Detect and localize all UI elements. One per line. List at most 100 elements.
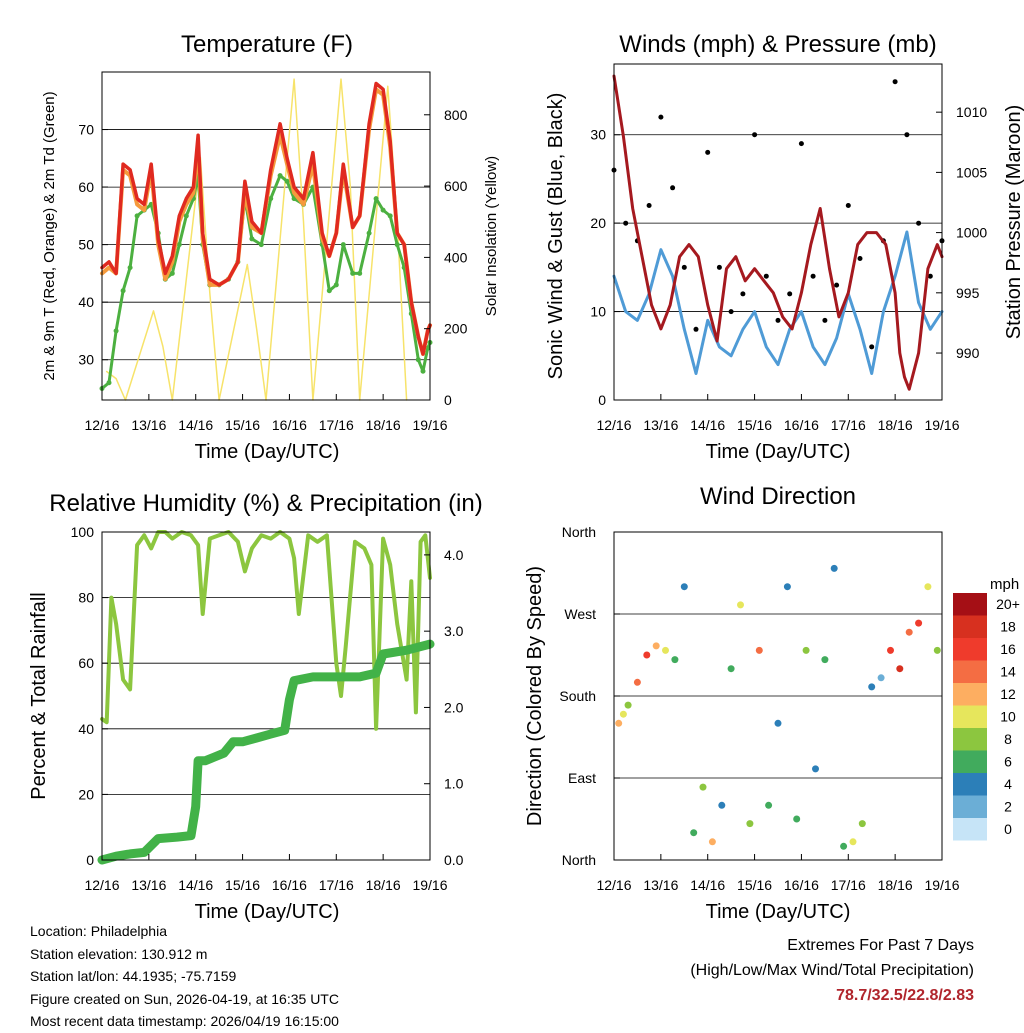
dewpoint-point [183, 213, 189, 219]
colorbar-label: 8 [1004, 731, 1012, 747]
direction-point [755, 646, 763, 654]
wind-y-label: Sonic Wind & Gust (Blue, Black) [545, 93, 567, 380]
y2-tick-label: 200 [444, 321, 468, 337]
direction-point [699, 783, 707, 791]
colorbar-label: 6 [1004, 754, 1012, 770]
direction-point [737, 601, 744, 609]
y-tick-label: 30 [590, 127, 606, 143]
x-tick-label: 16/16 [272, 417, 307, 433]
y-tick-label: 80 [78, 590, 94, 606]
direction-point [619, 710, 627, 718]
temperature-y-label: 2m & 9m T (Red, Orange) & 2m Td (Green) [41, 91, 58, 380]
gust-point [705, 149, 711, 155]
station-elevation: Station elevation: 130.912 m [30, 945, 208, 962]
gust-point [916, 220, 922, 226]
direction-point [783, 583, 791, 591]
y-tick-label: 20 [78, 786, 94, 802]
solar-insolation-line [105, 78, 408, 401]
gust-point [892, 79, 898, 85]
direction-point [896, 665, 904, 673]
colorbar-label: 10 [1000, 709, 1016, 725]
y-tick-label: 0 [86, 852, 94, 868]
x-tick-label: 17/16 [831, 417, 866, 433]
extremes-subtitle: (High/Low/Max Wind/Total Precipitation) [690, 962, 974, 979]
direction-title: Wind Direction [700, 483, 856, 510]
humidity-plot-frame [101, 531, 431, 861]
x-tick-label: 14/16 [178, 417, 213, 433]
gust-point [857, 256, 863, 261]
x-tick-label: 13/16 [643, 417, 678, 433]
sonic-wind-line [612, 230, 944, 375]
y-tick-label: East [568, 770, 596, 786]
direction-point [633, 678, 641, 686]
dewpoint-point [249, 236, 255, 242]
y-tick-label: 60 [78, 179, 94, 195]
dewpoint-point [373, 196, 379, 202]
temperature-left-ticks: 30 40 50 60 70 [78, 122, 108, 368]
y2-tick-label: 600 [444, 178, 468, 194]
humidity-y-label: Percent & Total Rainfall [28, 592, 50, 800]
y-tick-label: 70 [78, 122, 94, 138]
x-tick-label: 17/16 [831, 877, 866, 893]
x-tick-label: 19/16 [412, 417, 447, 433]
x-tick-label: 12/16 [596, 877, 631, 893]
direction-point [643, 651, 651, 659]
dewpoint-point [258, 242, 264, 248]
gust-point [869, 344, 875, 350]
temperature-panel: Temperature (F) 12/16 13/16 14/16 15/16 16/1… [41, 31, 500, 463]
colorbar-label: 4 [1004, 776, 1012, 792]
wind-series [611, 74, 945, 391]
colorbar-swatch [953, 773, 987, 796]
direction-point [662, 646, 669, 654]
direction-y-label: Direction (Colored By Speed) [524, 566, 546, 826]
temperature-title: Temperature (F) [181, 31, 353, 58]
dewpoint-point [420, 368, 426, 374]
extremes-box: Extremes For Past 7 Days (High/Low/Max W… [690, 933, 974, 1008]
dewpoint-point [106, 380, 112, 386]
direction-point [727, 665, 735, 673]
x-tick-label: 16/16 [784, 417, 819, 433]
recent-timestamp: Most recent data timestamp: 2026/04/19 1… [30, 1013, 339, 1029]
direction-point [690, 829, 698, 837]
station-info: Location: Philadelphia Station elevation… [30, 920, 339, 1033]
y2-tick-label: 3.0 [444, 623, 464, 639]
direction-point [933, 646, 941, 654]
dewpoint-point [387, 213, 393, 219]
colorbar-unit: mph [990, 576, 1019, 593]
x-tick-label: 19/16 [924, 417, 959, 433]
direction-point [774, 719, 782, 727]
y-tick-label: 50 [78, 237, 94, 253]
dewpoint-point [284, 178, 290, 184]
x-tick-label: 12/16 [596, 417, 631, 433]
x-tick-label: 13/16 [131, 877, 166, 893]
direction-point [802, 646, 810, 654]
station-latlon: Station lat/lon: 44.1935; -75.7159 [30, 968, 237, 984]
colorbar-label: 0 [1004, 821, 1012, 837]
colorbar-swatch [953, 638, 987, 661]
precipitation-line [97, 639, 435, 865]
y-tick-label: 10 [590, 304, 606, 320]
y2-tick-label: 995 [956, 285, 980, 301]
direction-point [718, 801, 726, 809]
direction-point [905, 628, 913, 636]
temperature-x-ticks: 12/16 13/16 14/16 15/16 16/16 17/16 18/16 19/16 [84, 394, 448, 433]
gust-point [775, 317, 781, 323]
x-tick-label: 12/16 [84, 877, 119, 893]
y2-tick-label: 990 [956, 345, 980, 361]
x-tick-label: 15/16 [737, 877, 772, 893]
y-tick-label: 40 [78, 294, 94, 310]
direction-point [821, 656, 829, 664]
wind-x-label: Time (Day/UTC) [706, 441, 851, 463]
gust-point [670, 185, 676, 191]
colorbar-label: 20+ [996, 596, 1020, 612]
humidity-x-label: Time (Day/UTC) [195, 901, 340, 923]
gust-point [834, 282, 840, 288]
colorbar-swatch [953, 795, 987, 818]
station-location: Location: Philadelphia [30, 923, 167, 939]
direction-point [849, 838, 857, 846]
direction-point [877, 674, 885, 682]
y2-tick-label: 1.0 [444, 776, 464, 792]
dewpoint-point [350, 270, 356, 276]
gust-point [740, 291, 746, 297]
gust-point [845, 203, 851, 208]
